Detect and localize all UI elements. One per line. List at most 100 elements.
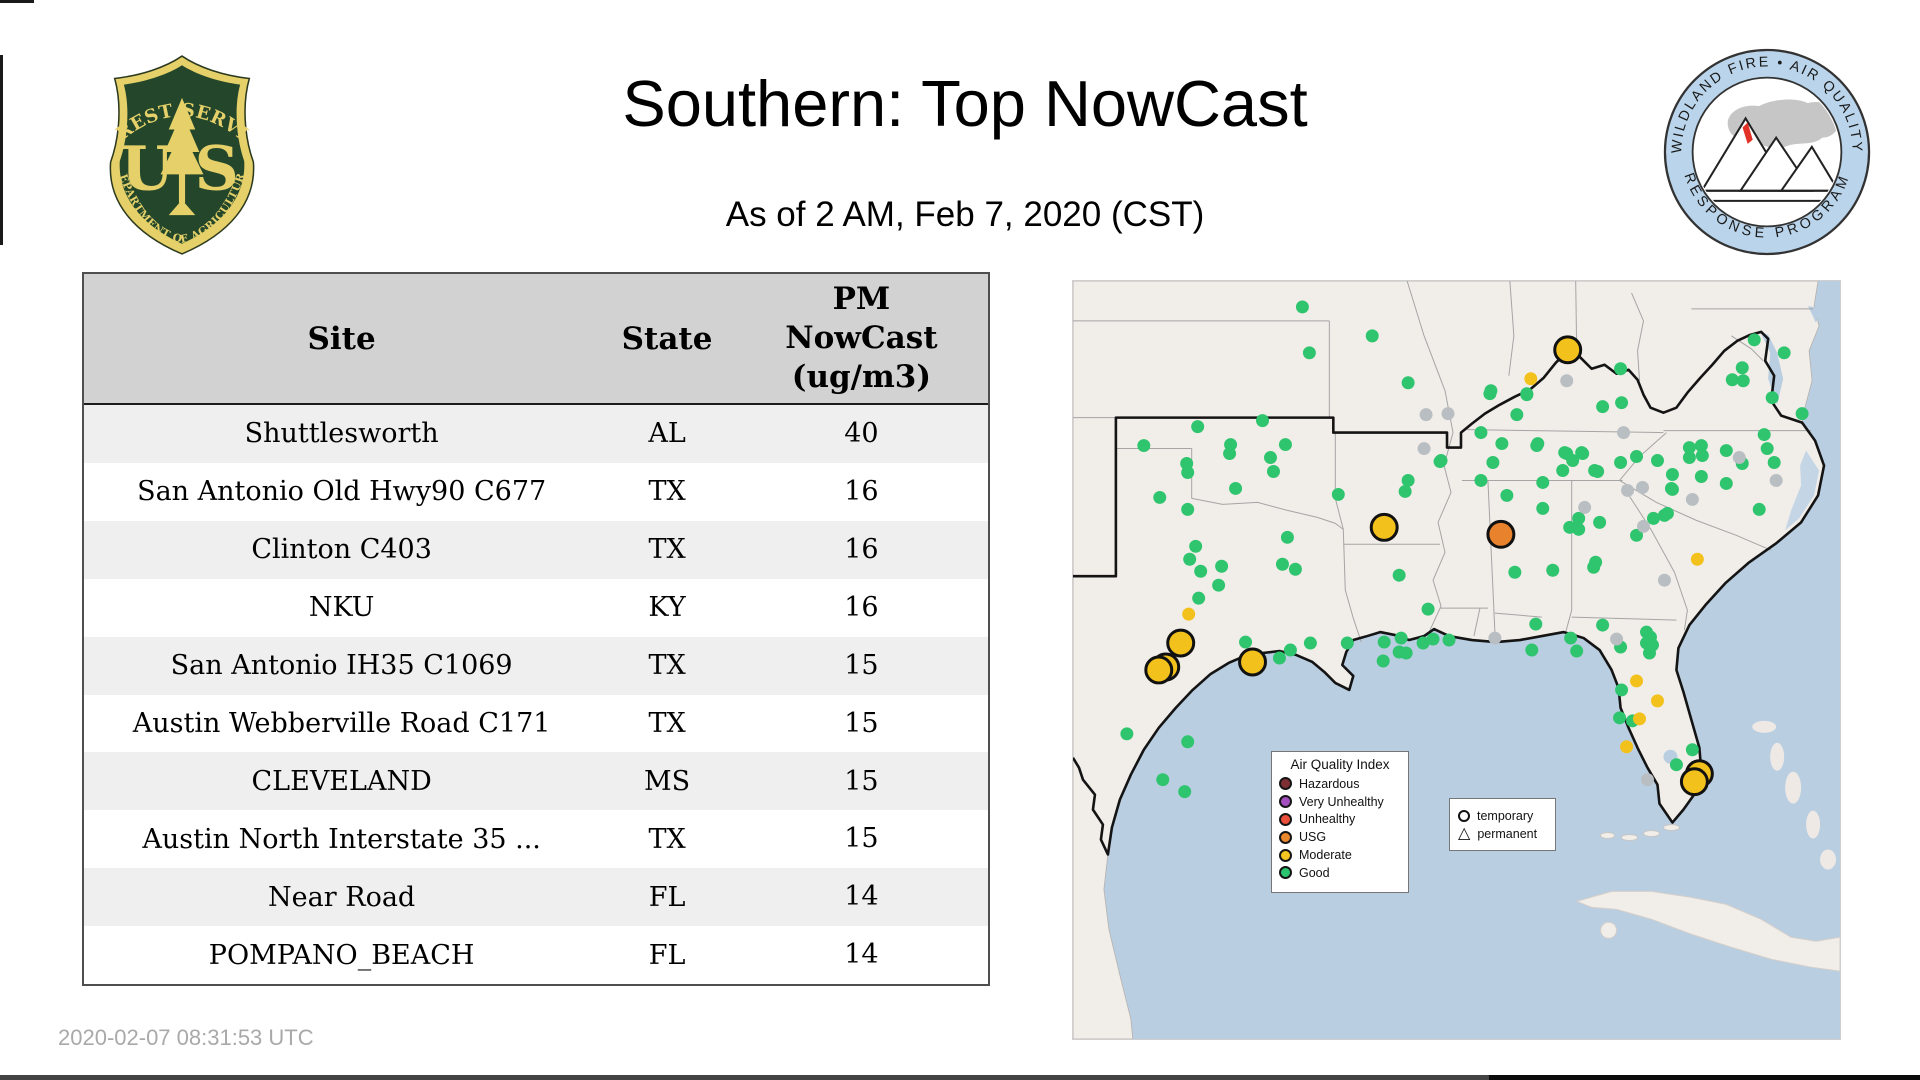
monitor-dot bbox=[1398, 484, 1412, 498]
aqi-color-swatch bbox=[1279, 795, 1292, 809]
wfaqrp-badge-icon: WILDLAND FIRE • AIR QUALITY RESPONSE PRO… bbox=[1663, 48, 1871, 256]
monitor-dot bbox=[1725, 373, 1739, 387]
monitor-dot bbox=[1266, 465, 1280, 478]
cell-site: CLEVELAND bbox=[251, 765, 432, 797]
monitor-dot bbox=[1144, 655, 1174, 685]
monitor-dot bbox=[1660, 506, 1674, 520]
monitor-dot bbox=[1500, 488, 1514, 502]
monitor-dot bbox=[1610, 632, 1624, 646]
cell-state: TX bbox=[648, 823, 686, 855]
table-row: Austin Webberville Road C171 TX 15 bbox=[84, 694, 988, 753]
monitor-dot bbox=[1525, 643, 1539, 657]
monitor-dot bbox=[1736, 374, 1750, 388]
table-row: Near Road FL 14 bbox=[84, 868, 988, 927]
table-row: Clinton C403 TX 16 bbox=[84, 520, 988, 579]
cell-site: Austin Webberville Road C171 bbox=[132, 707, 551, 739]
monitor-dot bbox=[1593, 515, 1607, 529]
monitor-dot bbox=[1178, 785, 1192, 799]
monitor-dot bbox=[1120, 727, 1134, 741]
aqi-legend-label: Unhealthy bbox=[1299, 812, 1356, 827]
monitor-dot bbox=[1679, 767, 1709, 797]
monitor-dot bbox=[1735, 361, 1749, 375]
monitor-dot bbox=[1615, 683, 1629, 697]
pm-header-line1: PM bbox=[832, 281, 891, 318]
monitor-dot bbox=[1578, 500, 1592, 514]
monitor-dot bbox=[1278, 438, 1292, 452]
symbol-legend: temporary △ permanent bbox=[1449, 798, 1556, 851]
window-edge-bottom-left bbox=[0, 1075, 1489, 1080]
monitor-dot bbox=[1621, 483, 1635, 497]
monitor-dot bbox=[1331, 487, 1345, 501]
monitor-dot bbox=[1529, 617, 1543, 631]
table-row: CLEVELAND MS 15 bbox=[84, 752, 988, 811]
monitor-dot bbox=[1156, 773, 1170, 787]
monitor-dot bbox=[1295, 300, 1309, 314]
monitor-dot bbox=[1556, 464, 1570, 477]
monitor-dot bbox=[1637, 519, 1650, 533]
cell-site: San Antonio IH35 C1069 bbox=[170, 650, 513, 682]
monitor-dot bbox=[1650, 454, 1664, 468]
monitor-dot bbox=[1280, 530, 1294, 544]
symbol-legend-item: △ permanent bbox=[1458, 825, 1555, 843]
monitor-dot bbox=[1215, 559, 1229, 573]
monitor-dot bbox=[1189, 539, 1203, 553]
bahamas bbox=[1752, 720, 1837, 870]
cell-state: TX bbox=[648, 534, 686, 566]
monitor-dot bbox=[1630, 528, 1644, 542]
cell-site: NKU bbox=[308, 592, 375, 624]
monitor-dot bbox=[1486, 456, 1500, 470]
monitor-dot bbox=[1340, 636, 1354, 650]
monitor-dot bbox=[1369, 512, 1399, 542]
monitor-dot bbox=[1223, 447, 1237, 461]
aqi-legend-item: Moderate bbox=[1279, 846, 1401, 864]
monitor-dot bbox=[1194, 564, 1208, 578]
monitor-dot bbox=[1564, 631, 1578, 645]
monitor-dot bbox=[1572, 522, 1586, 536]
monitor-dot bbox=[1546, 563, 1560, 577]
monitor-dot bbox=[1399, 646, 1413, 660]
monitor-dot bbox=[1536, 501, 1550, 515]
monitor-dot bbox=[1570, 644, 1584, 658]
cell-state: MS bbox=[643, 765, 691, 797]
monitor-dot bbox=[1421, 602, 1435, 616]
monitor-dot bbox=[1695, 449, 1709, 463]
aqi-color-swatch bbox=[1279, 830, 1292, 844]
chesapeake-bay bbox=[1760, 331, 1784, 405]
temporary-circle-icon bbox=[1458, 809, 1470, 822]
monitor-dot bbox=[1181, 466, 1195, 479]
monitor-dot bbox=[1615, 396, 1629, 410]
cell-site: Austin North Interstate 35 ... bbox=[142, 823, 541, 855]
cell-site: Near Road bbox=[268, 881, 416, 913]
monitor-dot bbox=[1488, 631, 1502, 645]
monitor-dot bbox=[1441, 407, 1455, 421]
forest-service-letter-s: S bbox=[195, 134, 239, 205]
monitor-dot bbox=[1401, 376, 1415, 390]
aqi-legend-label: Moderate bbox=[1299, 848, 1352, 863]
monitor-dot bbox=[1212, 578, 1226, 592]
page-title: Southern: Top NowCast bbox=[622, 67, 1308, 140]
aqi-legend-item: Unhealthy bbox=[1279, 811, 1401, 829]
monitor-map: Air Quality Index Hazardous Very Unhealth… bbox=[1072, 280, 1841, 1040]
cell-pm: 14 bbox=[844, 939, 879, 971]
cell-site: Clinton C403 bbox=[251, 534, 432, 566]
monitor-dot bbox=[1238, 647, 1267, 677]
table-header-row: Site State PM NowCast (ug/m3) bbox=[84, 274, 988, 405]
monitor-dot bbox=[1392, 568, 1406, 582]
monitor-dot bbox=[1166, 628, 1196, 658]
forest-service-shield-icon: FOREST SERVICE U S DEPARTMENT OF AGRICUL… bbox=[92, 37, 255, 255]
mountains-smoke-icon bbox=[1699, 99, 1840, 202]
monitor-dot bbox=[1419, 408, 1433, 422]
monitor-dot bbox=[1302, 346, 1316, 360]
monitor-dot bbox=[1664, 481, 1678, 495]
monitor-dot bbox=[1760, 442, 1774, 456]
cell-pm: 15 bbox=[844, 765, 879, 797]
monitor-dot bbox=[1777, 346, 1791, 360]
pm-header-line3: (ug/m3) bbox=[791, 358, 932, 395]
monitor-dot bbox=[1153, 490, 1167, 504]
table-row: NKU KY 16 bbox=[84, 578, 988, 637]
aqi-legend-label: Hazardous bbox=[1299, 776, 1360, 791]
monitor-dot bbox=[1401, 473, 1415, 487]
monitor-dot bbox=[1747, 333, 1761, 347]
monitor-dot bbox=[1572, 511, 1586, 525]
flame-icon bbox=[1742, 122, 1753, 144]
